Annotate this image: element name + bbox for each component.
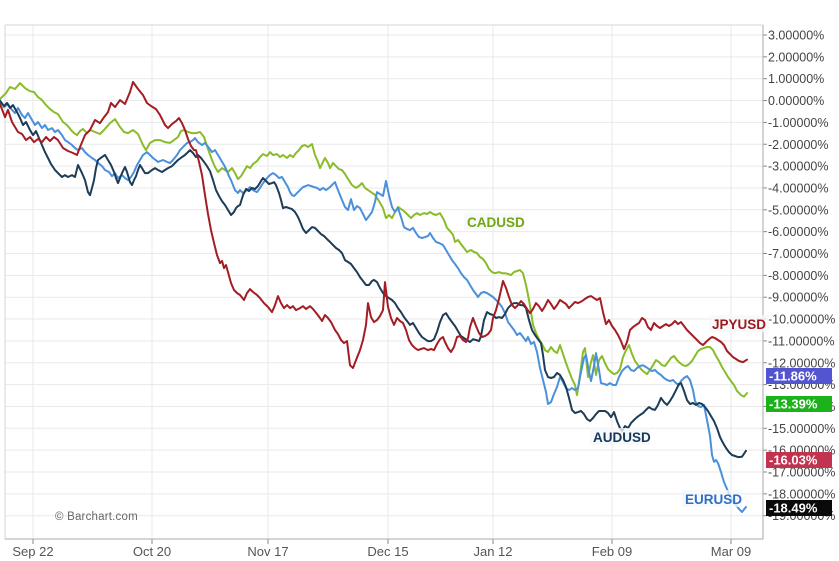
last-value-flag-text-jpyusd: -11.86% xyxy=(769,369,817,384)
x-axis-label: Mar 09 xyxy=(711,544,751,559)
series-label-eurusd: EURUSD xyxy=(685,492,742,507)
last-value-flag-audusd xyxy=(766,452,832,468)
series-label-cadusd: CADUSD xyxy=(467,215,525,230)
y-axis-label: -6.00000% xyxy=(768,225,828,239)
series-line-cadusd xyxy=(0,82,748,398)
y-axis-label: -3.00000% xyxy=(768,160,828,174)
y-axis-label: -7.00000% xyxy=(768,247,828,261)
copyright-watermark: © Barchart.com xyxy=(55,511,138,523)
series-line-eurusd xyxy=(0,99,747,513)
y-axis-label: -1.00000% xyxy=(768,116,828,130)
series-label-audusd: AUDUSD xyxy=(593,430,651,445)
y-axis-label: -10.00000% xyxy=(768,313,835,327)
last-value-flag-jpyusd xyxy=(766,368,832,384)
last-value-flag-text-eurusd: -18.49% xyxy=(769,501,818,516)
y-axis-label: -8.00000% xyxy=(768,269,828,283)
series-label-bg-eurusd xyxy=(682,490,742,507)
x-axis-label: Jan 12 xyxy=(473,544,512,559)
last-value-flag-text-cadusd: -13.39% xyxy=(769,397,818,412)
y-axis-label: -5.00000% xyxy=(768,203,828,217)
y-axis-label: -17.00000% xyxy=(768,466,835,480)
y-axis-label: -2.00000% xyxy=(768,138,828,152)
x-axis-label: Dec 15 xyxy=(367,544,408,559)
y-axis-label: 3.00000% xyxy=(768,29,824,43)
last-value-flag-text-audusd: -16.03% xyxy=(769,453,818,468)
y-axis-label: -4.00000% xyxy=(768,181,828,195)
x-axis-label: Oct 20 xyxy=(133,544,171,559)
y-axis-label: -18.00000% xyxy=(768,487,835,501)
y-axis-label: 0.00000% xyxy=(768,94,824,108)
series-label-bg-cadusd xyxy=(464,213,524,230)
y-axis-label: -15.00000% xyxy=(768,422,835,436)
series-label-bg-jpyusd xyxy=(709,315,769,332)
last-value-flag-cadusd xyxy=(766,396,832,412)
x-axis-label: Feb 09 xyxy=(592,544,632,559)
series-label-bg-audusd xyxy=(590,428,650,445)
y-axis-label: -11.00000% xyxy=(768,334,835,348)
x-axis-label: Sep 22 xyxy=(12,544,53,559)
series-line-audusd xyxy=(0,100,747,459)
series-line-jpyusd xyxy=(0,81,748,369)
y-axis-label: -12.00000% xyxy=(768,356,835,370)
x-axis-label: Nov 17 xyxy=(247,544,288,559)
series-label-jpyusd: JPYUSD xyxy=(712,317,766,332)
last-value-flag-eurusd xyxy=(766,500,832,516)
y-axis-label: 1.00000% xyxy=(768,72,824,86)
y-axis-label: -9.00000% xyxy=(768,291,828,305)
y-axis-label: 2.00000% xyxy=(768,50,824,64)
